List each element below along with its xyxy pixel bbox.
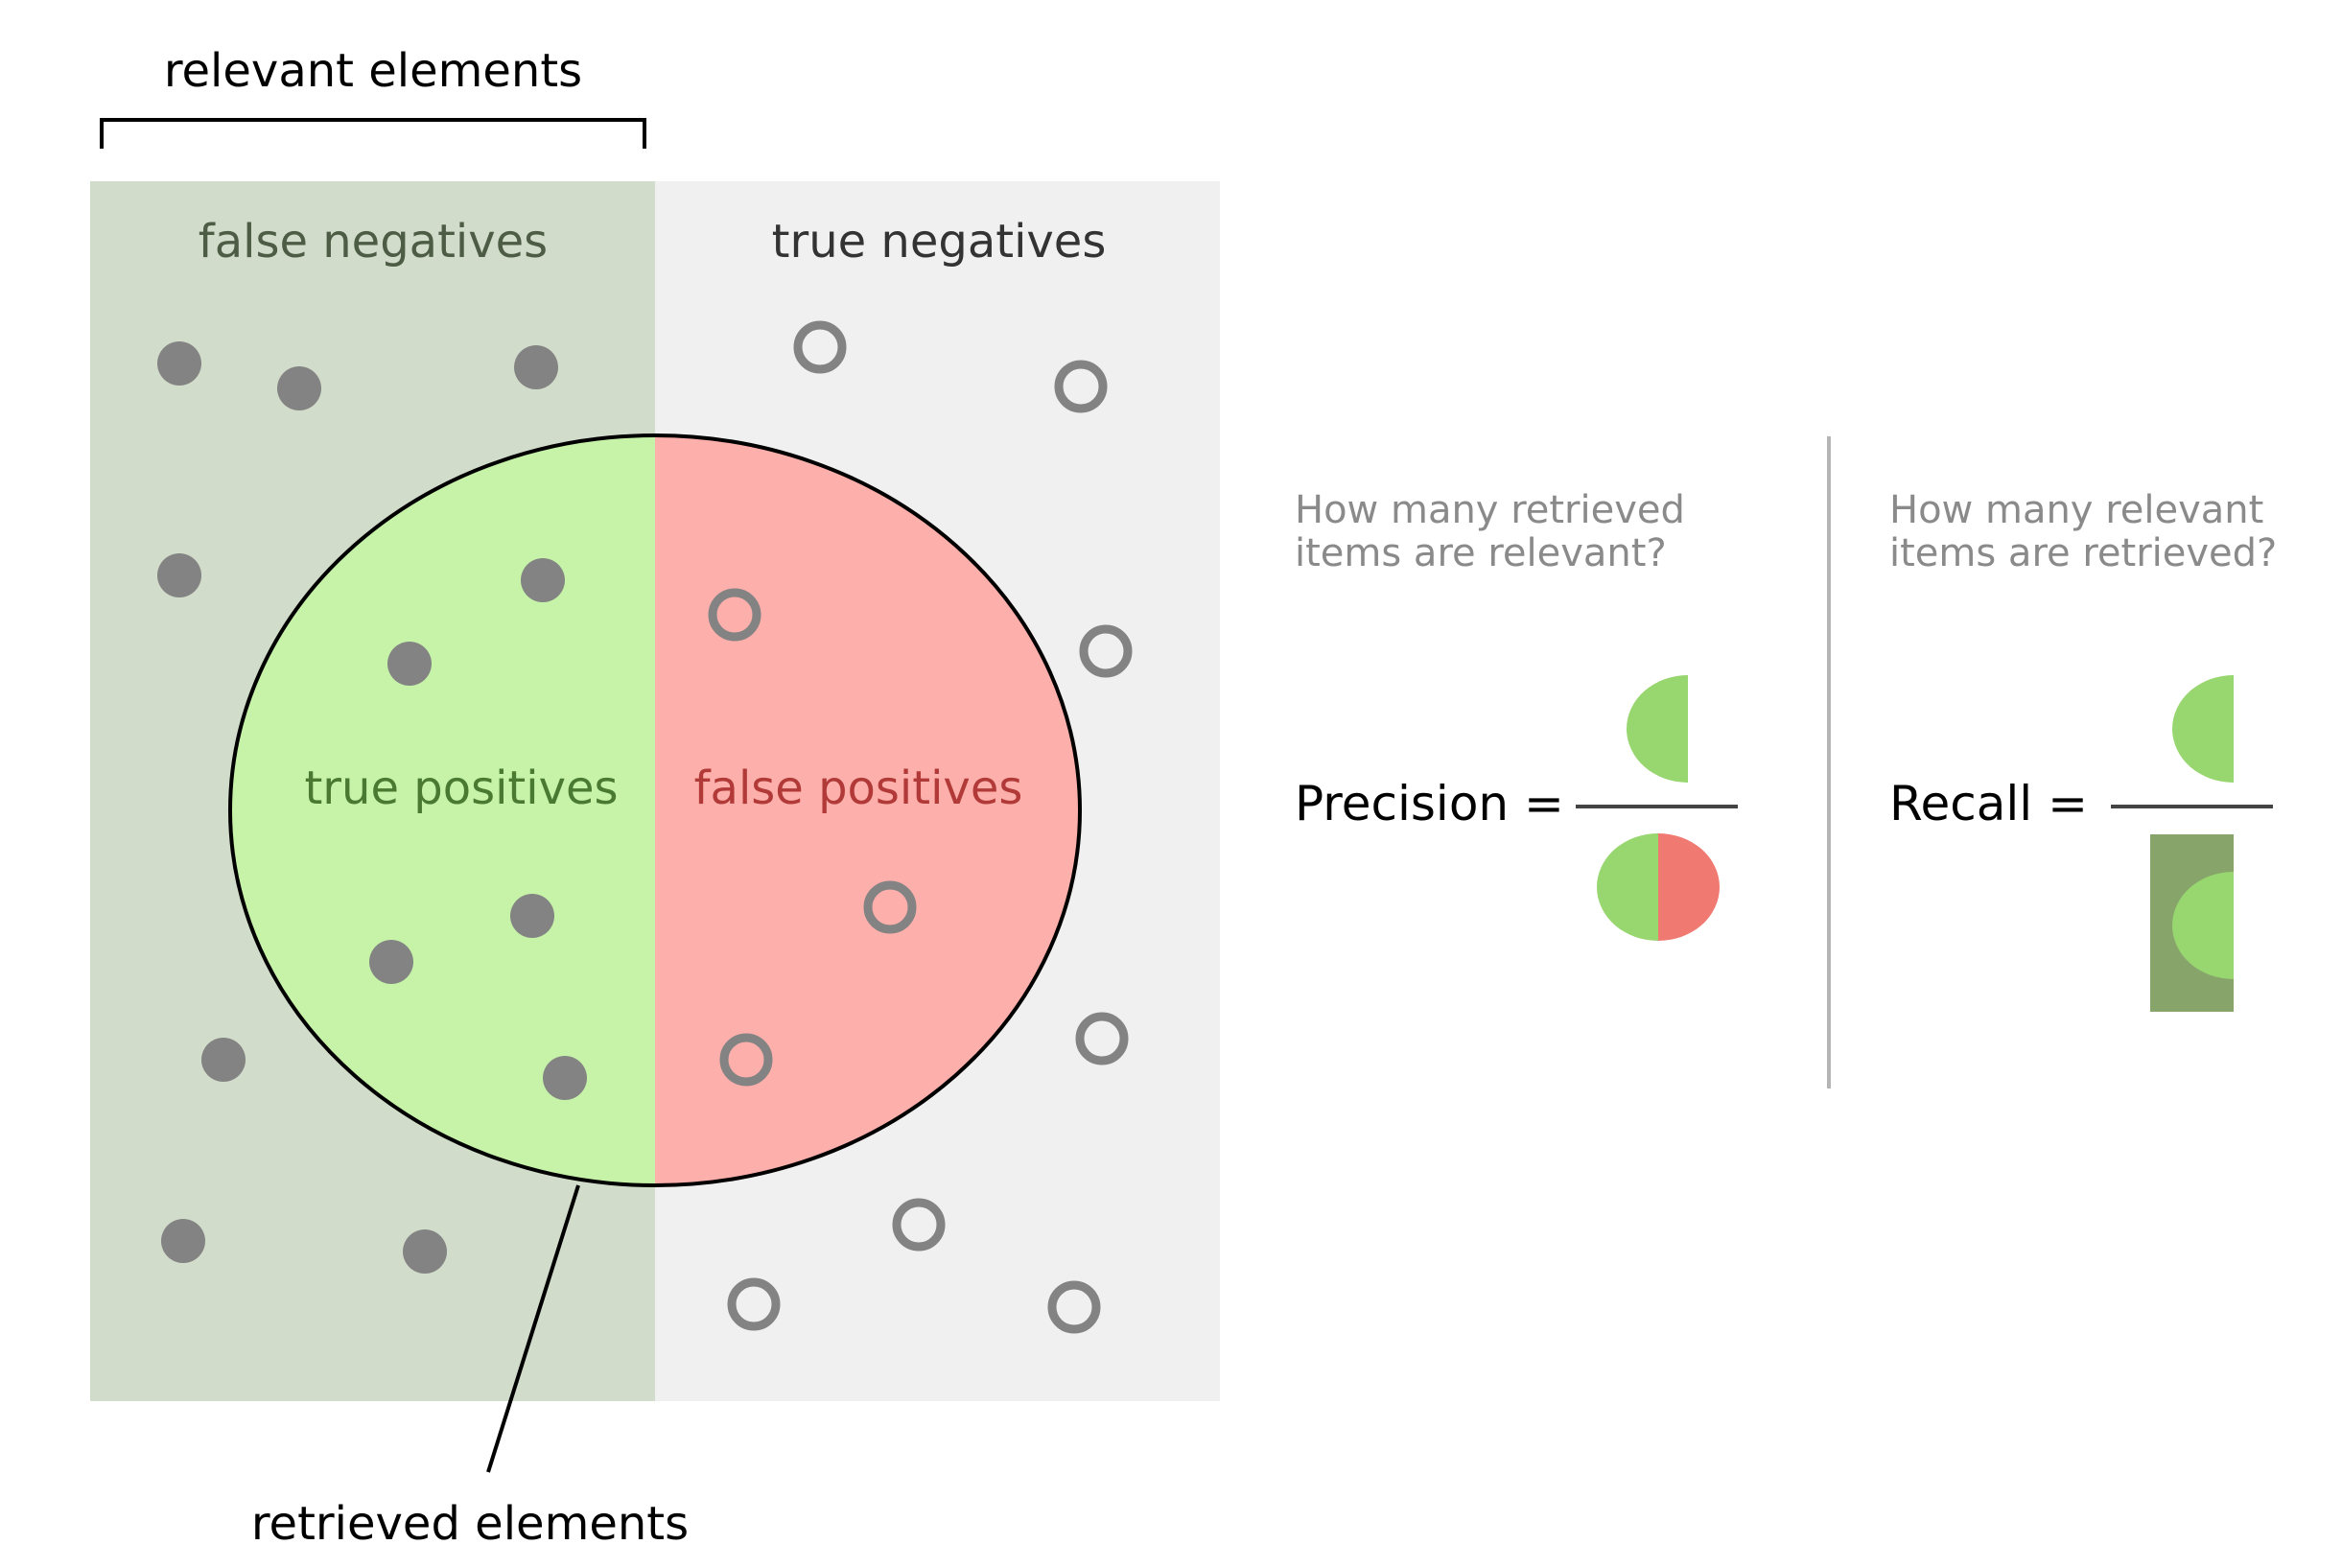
irrelevant-item-ring: [863, 880, 917, 934]
recall-label: Recall =: [1889, 776, 2088, 831]
retrieved-ellipse-outline: [228, 433, 1082, 1187]
precision-label: Precision =: [1295, 776, 1564, 831]
relevant-item-dot: [403, 1229, 447, 1274]
relevant-item-dot: [157, 553, 201, 597]
relevant-item-dot: [521, 558, 565, 602]
recall-question-line1: How many relevant: [1889, 488, 2263, 532]
relevant-bracket: [100, 118, 646, 149]
false-negatives-label: false negatives: [199, 215, 548, 269]
relevant-item-dot: [201, 1038, 246, 1082]
retrieved-pointer-line: [486, 1184, 580, 1473]
precision-numerator-half: [1627, 675, 1688, 783]
irrelevant-item-ring: [719, 1033, 773, 1087]
recall-denominator-half: [2172, 872, 2234, 979]
irrelevant-item-ring: [708, 588, 761, 642]
recall-numerator-half: [2172, 675, 2234, 783]
irrelevant-item-ring: [1075, 1012, 1129, 1065]
irrelevant-item-ring: [1079, 624, 1133, 678]
irrelevant-item-ring: [1054, 360, 1108, 413]
precision-denominator-green-half: [1597, 833, 1658, 941]
precision-question: How many retrieved items are relevant?: [1295, 488, 1698, 575]
precision-question-line1: How many retrieved: [1295, 488, 1685, 532]
false-positives-label: false positives: [694, 761, 1023, 815]
relevant-item-dot: [514, 345, 558, 389]
relevant-item-dot: [157, 341, 201, 386]
irrelevant-item-ring: [727, 1277, 781, 1331]
irrelevant-item-ring: [892, 1198, 946, 1252]
relevant-items: [157, 341, 587, 1274]
relevant-item-dot: [387, 642, 432, 686]
precision-denominator-red-half: [1658, 833, 1720, 941]
relevant-item-dot: [510, 894, 554, 938]
precision-question-line2: items are relevant?: [1295, 531, 1667, 575]
recall-question-line2: items are retrieved?: [1889, 531, 2277, 575]
relevant-item-dot: [369, 940, 413, 984]
recall-question: How many relevant items are retrieved?: [1889, 488, 2277, 575]
relevant-elements-label: relevant elements: [164, 44, 582, 98]
true-positives-label: true positives: [304, 761, 618, 815]
irrelevant-item-ring: [1047, 1280, 1101, 1334]
relevant-item-dot: [277, 366, 321, 410]
irrelevant-item-ring: [793, 320, 847, 374]
true-negatives-label: true negatives: [772, 215, 1107, 269]
irrelevant-items: [708, 320, 1133, 1334]
relevant-item-dot: [161, 1219, 205, 1263]
retrieved-elements-label: retrieved elements: [251, 1497, 689, 1551]
relevant-item-dot: [543, 1056, 587, 1100]
